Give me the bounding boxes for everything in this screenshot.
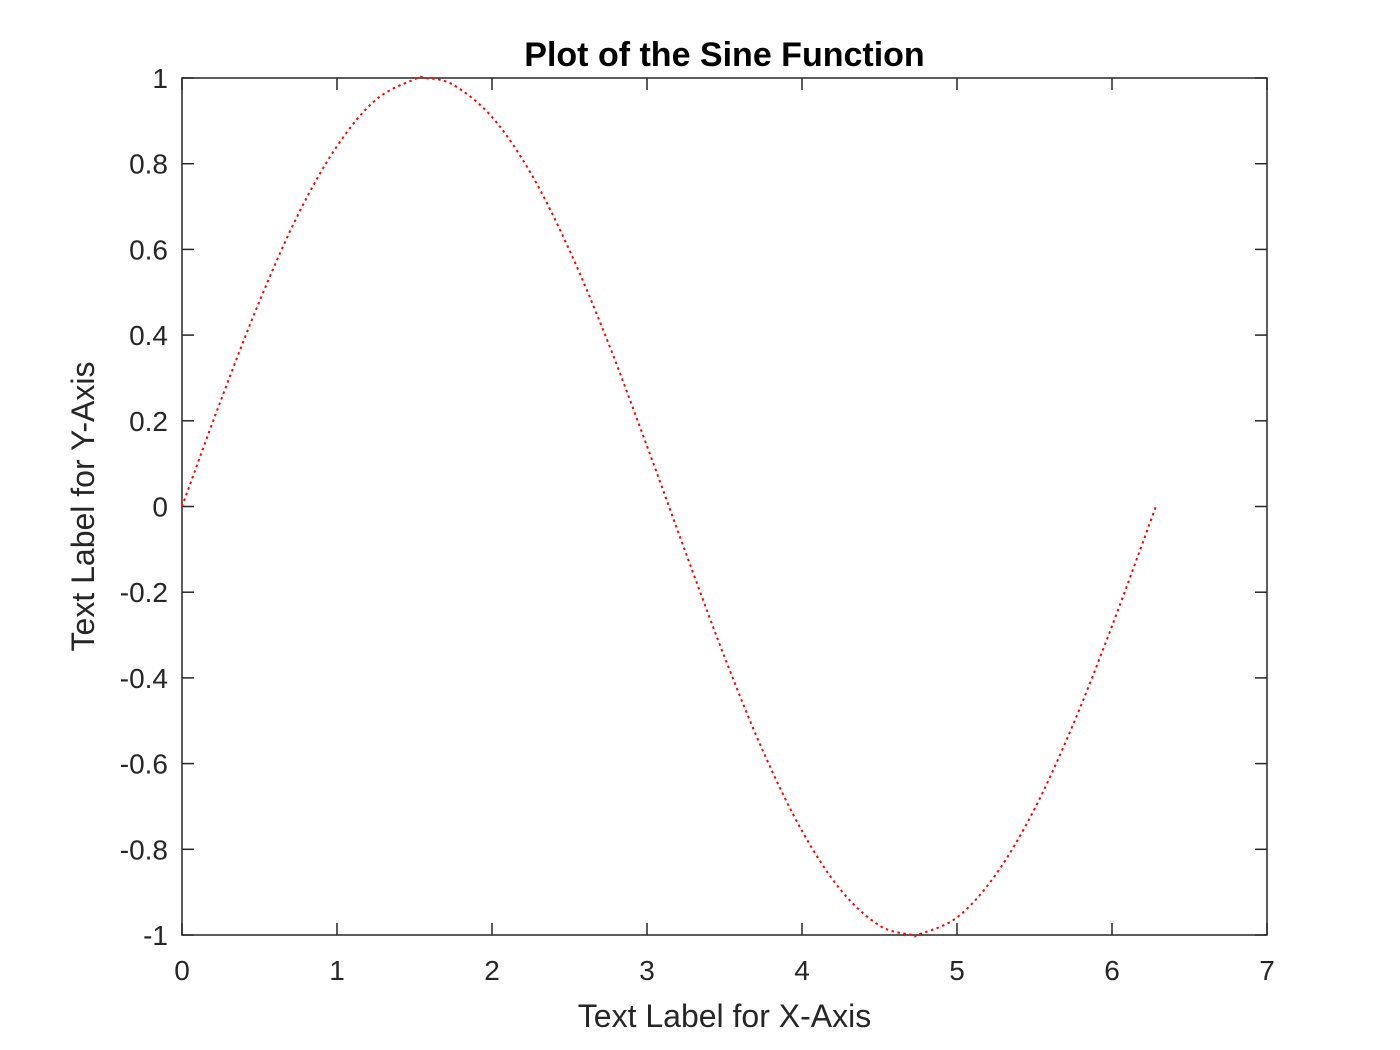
x-tick-label: 3	[639, 955, 655, 986]
y-tick-label: -0.2	[120, 577, 168, 608]
x-tick-label: 7	[1259, 955, 1275, 986]
axis-ticks	[181, 77, 1268, 936]
x-tick-label: 2	[484, 955, 500, 986]
y-tick-label: 0.8	[129, 149, 168, 180]
y-tick-label: -0.6	[120, 749, 168, 780]
y-tick-label: -1	[143, 920, 168, 951]
y-tick-label: -0.4	[120, 663, 168, 694]
x-tick-label: 0	[174, 955, 190, 986]
x-tick-label: 1	[329, 955, 345, 986]
y-tick-label: 0.2	[129, 406, 168, 437]
y-tick-label: 0	[152, 492, 168, 523]
y-axis-label: Text Label for Y-Axis	[65, 362, 101, 652]
tick-labels: 0 1 2 3 4 5 6 7 -1 -0.8 -0.6 -0.4 -0.2 0 0.2 0.4 0.6 0.8 1	[120, 63, 1275, 986]
x-tick-label: 5	[949, 955, 965, 986]
x-tick-label: 4	[794, 955, 810, 986]
x-axis-label: Text Label for X-Axis	[578, 998, 871, 1034]
x-tick-label: 6	[1104, 955, 1120, 986]
y-tick-label: 1	[152, 63, 168, 94]
y-tick-label: 0.6	[129, 234, 168, 265]
y-tick-label: 0.4	[129, 320, 168, 351]
y-tick-label: -0.8	[120, 834, 168, 865]
chart-title: Plot of the Sine Function	[524, 36, 924, 74]
sine-series-line	[181, 75, 1157, 938]
plot-area	[181, 77, 1268, 936]
